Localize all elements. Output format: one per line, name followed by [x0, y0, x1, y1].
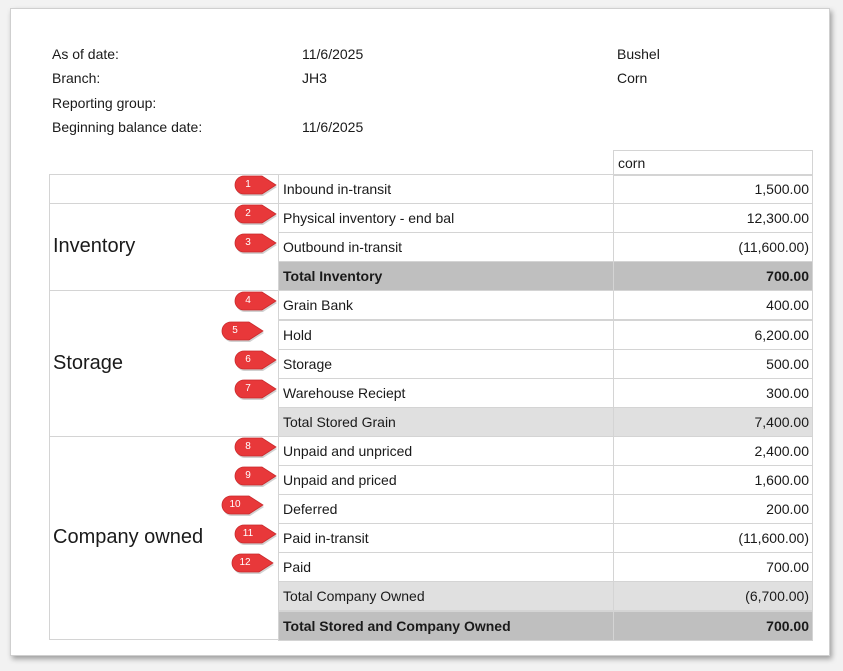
report-page: As of date: Branch: Reporting group: Beg…	[10, 8, 830, 656]
branch-label: Branch:	[52, 70, 101, 87]
commodity-value: Corn	[617, 70, 648, 87]
as-of-date-label: As of date:	[52, 46, 119, 62]
row-value: 1,500.00	[613, 174, 813, 205]
callout-number: 8	[245, 440, 251, 452]
callout-marker-1: 1	[234, 175, 277, 196]
callout-number: 10	[229, 499, 241, 511]
as-of-date-value: 11/6/2025	[302, 46, 364, 62]
callout-marker-2: 2	[234, 204, 277, 226]
callout-marker-9: 9	[234, 466, 277, 487]
callout-marker-10: 10	[221, 495, 264, 517]
callout-marker-4: 4	[234, 291, 277, 313]
group-label-company-owned: Company owned	[53, 526, 204, 548]
callout-number: 5	[232, 324, 238, 336]
callout-arrow-icon	[234, 379, 277, 400]
callout-number: 7	[245, 382, 251, 394]
callout-marker-7: 7	[234, 379, 277, 400]
row-value: 2,400.00	[613, 435, 813, 466]
callout-arrow-icon	[234, 524, 277, 546]
callout-marker-8: 8	[234, 437, 277, 458]
row-value: 7,400.00	[613, 406, 813, 437]
callout-arrow-icon	[221, 321, 264, 342]
row-label: Paid in-transit	[278, 523, 614, 554]
callout-arrow-icon	[231, 553, 274, 575]
group-label-inventory: Inventory	[53, 235, 136, 257]
callout-arrow-icon	[234, 437, 277, 458]
callout-arrow-icon	[234, 291, 277, 313]
row-label: Paid	[278, 552, 614, 583]
row-value: 200.00	[613, 494, 813, 525]
row-value: 12,300.00	[613, 203, 813, 234]
row-value: 300.00	[613, 377, 813, 408]
reporting-group-value	[302, 91, 363, 115]
row-value: 400.00	[613, 290, 813, 321]
callout-arrow-icon	[234, 175, 277, 196]
row-label: Warehouse Reciept	[278, 377, 614, 408]
row-value: (6,700.00)	[613, 581, 813, 612]
row-value: 700.00	[613, 261, 813, 292]
header-units: Bushel Corn	[617, 42, 660, 91]
callout-arrow-icon	[234, 233, 277, 255]
callout-arrow-icon	[234, 204, 277, 226]
callout-marker-11: 11	[234, 524, 277, 546]
beginning-balance-date-value: 11/6/2025	[302, 118, 364, 135]
row-label: Outbound in-transit	[278, 232, 614, 263]
callout-marker-12: 12	[231, 553, 274, 575]
row-label: Unpaid and unpriced	[278, 435, 614, 466]
row-value: 500.00	[613, 348, 813, 379]
header-values: 11/6/2025 JH3 11/6/2025	[302, 42, 363, 139]
callout-arrow-icon	[234, 466, 277, 487]
beginning-balance-date-label: Beginning balance date:	[52, 118, 203, 135]
column-header-corn: corn	[613, 150, 813, 176]
row-label: Grain Bank	[278, 290, 614, 321]
callout-number: 9	[245, 470, 251, 481]
callout-marker-6: 6	[234, 350, 277, 371]
row-label: Deferred	[278, 494, 614, 525]
row-label: Inbound in-transit	[278, 174, 614, 205]
row-value: 1,600.00	[613, 465, 813, 496]
callout-marker-5: 5	[221, 321, 264, 342]
callout-arrow-icon	[221, 495, 264, 517]
branch-value: JH3	[302, 70, 327, 87]
row-value: (11,600.00)	[613, 232, 813, 263]
row-label: Total Stored Grain	[278, 406, 614, 437]
callout-number: 2	[245, 208, 251, 220]
callout-number: 4	[245, 295, 251, 307]
row-value: 6,200.00	[613, 319, 813, 350]
row-value: 700.00	[613, 552, 813, 583]
row-label: Storage	[278, 348, 614, 379]
callout-number: 1	[245, 179, 251, 190]
reporting-group-label: Reporting group:	[52, 94, 157, 111]
callout-number: 3	[245, 237, 251, 249]
unit-value: Bushel	[617, 46, 660, 62]
callout-number: 6	[245, 353, 251, 365]
row-value: 700.00	[613, 610, 813, 641]
callout-number: 12	[239, 557, 251, 569]
callout-number: 11	[242, 528, 254, 540]
row-label: Total Stored and Company Owned	[278, 610, 614, 641]
row-label: Total Company Owned	[278, 581, 614, 612]
row-label: Hold	[278, 319, 614, 350]
row-label: Total Inventory	[278, 261, 614, 292]
row-label: Unpaid and priced	[278, 465, 614, 496]
header-labels: As of date: Branch: Reporting group: Beg…	[52, 42, 202, 139]
callout-arrow-icon	[234, 350, 277, 371]
row-value: (11,600.00)	[613, 523, 813, 554]
group-label-storage: Storage	[53, 352, 124, 374]
row-label: Physical inventory - end bal	[278, 203, 614, 234]
callout-marker-3: 3	[234, 233, 277, 255]
